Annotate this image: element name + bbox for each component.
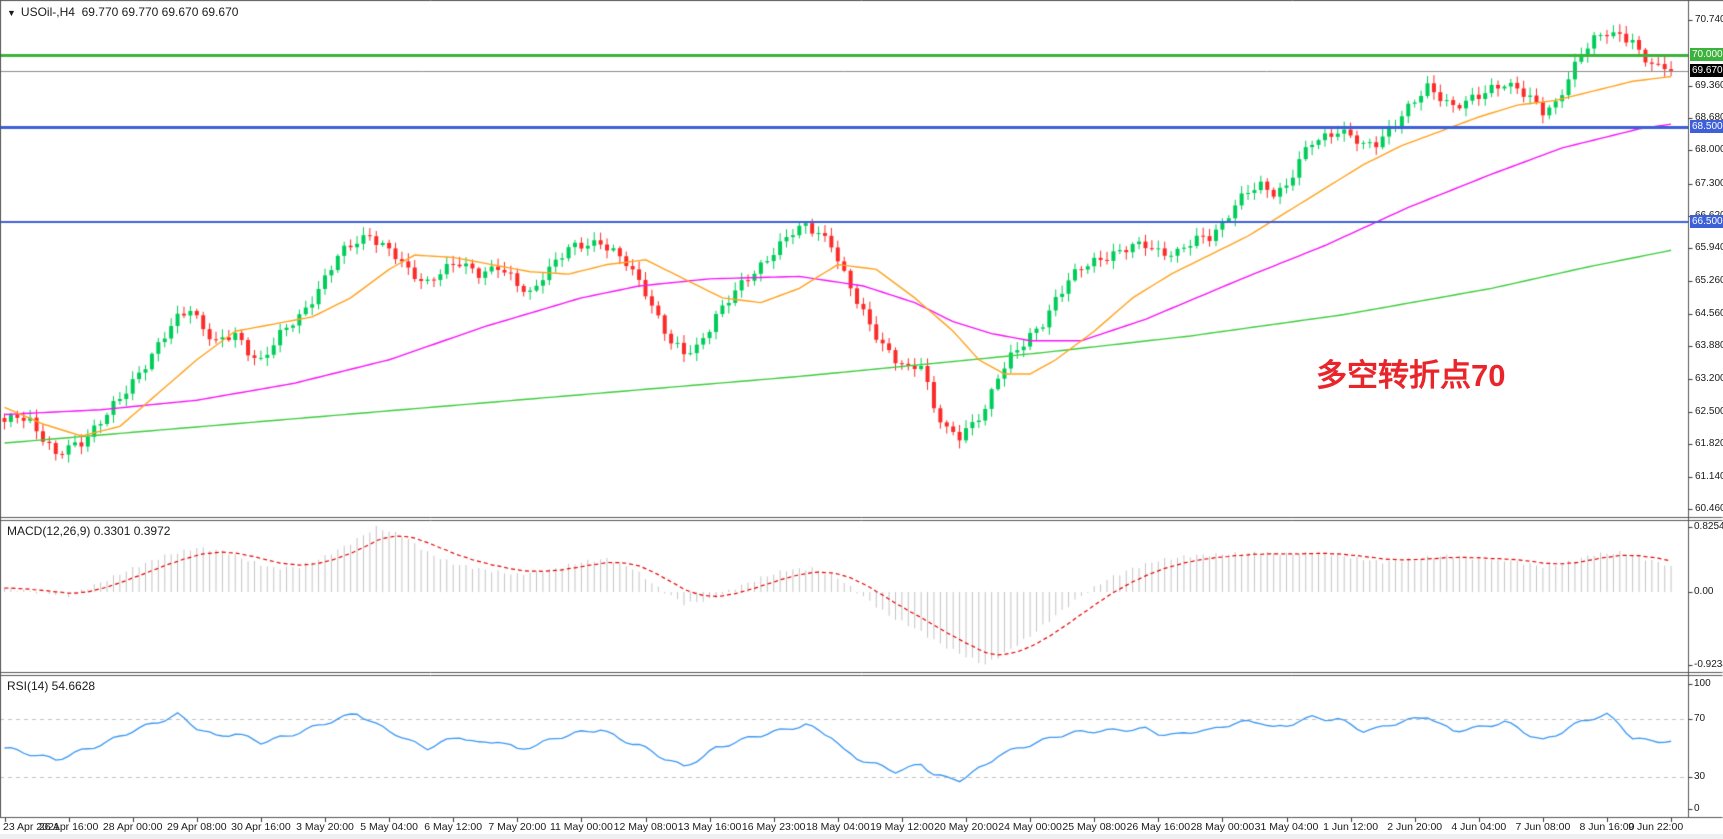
time-axis-label: 3 May 20:00 <box>296 821 354 833</box>
time-axis-label: 25 May 08:00 <box>1062 821 1127 833</box>
price-axis-tick-label: 62.500 <box>1695 406 1723 418</box>
window-bottom-edge <box>0 834 1723 839</box>
time-axis-label: 18 May 04:00 <box>805 821 870 833</box>
time-axis-label: 26 May 16:00 <box>1126 821 1191 833</box>
price-axis-tick-label: 64.560 <box>1695 308 1723 320</box>
price-axis-tick-label: 70.740 <box>1695 13 1723 25</box>
rsi-axis-tick-label: 100 <box>1694 678 1711 689</box>
rsi-axis-tick-label: 70 <box>1694 713 1706 724</box>
time-axis-label: 30 Apr 16:00 <box>231 821 291 833</box>
price-badge-66.500: 66.500 <box>1690 214 1723 228</box>
time-axis-label: 19 May 12:00 <box>870 821 934 833</box>
price-axis-tick-label: 60.460 <box>1695 503 1723 515</box>
time-axis-label: 28 May 00:00 <box>1190 821 1255 833</box>
time-axis-label: 29 Apr 08:00 <box>167 821 227 833</box>
ohlc-quote-label: 69.770 69.770 69.670 69.670 <box>81 5 239 19</box>
symbol-timeframe-label: USOil-,H4 <box>20 5 75 19</box>
macd-axis-tick-label: 0.00 <box>1694 586 1714 597</box>
price-axis-tick-label: 63.200 <box>1695 372 1723 384</box>
price-axis-tick-label: 65.940 <box>1695 242 1723 254</box>
time-axis-label: 20 May 20:00 <box>934 821 998 833</box>
time-axis-label: 7 Jun 08:00 <box>1515 821 1571 833</box>
price-axis-tick-label: 67.300 <box>1695 177 1723 189</box>
rsi-axis-tick-label: 0 <box>1694 803 1700 814</box>
time-axis-label: 12 May 08:00 <box>613 821 678 833</box>
time-axis-label: 23 Apr 2021 <box>3 821 60 833</box>
price-axis-tick-label: 61.820 <box>1695 438 1723 450</box>
macd-axis-tick-label: -0.9234 <box>1694 658 1723 670</box>
price-axis-tick-label: 65.260 <box>1695 274 1723 286</box>
price-axis-tick-label: 69.360 <box>1695 79 1723 91</box>
time-axis-label: 4 Jun 04:00 <box>1451 821 1507 833</box>
time-axis-label: 6 May 12:00 <box>424 821 483 833</box>
time-axis-label: 16 May 23:00 <box>741 821 806 833</box>
time-axis-label: 28 Apr 00:00 <box>102 821 163 833</box>
price-axis-tick-label: 61.140 <box>1695 470 1723 482</box>
time-axis-label: 24 May 00:00 <box>998 821 1062 833</box>
chart-title-bar: ▼ USOil-,H4 69.770 69.770 69.670 69.670 <box>7 5 238 19</box>
macd-indicator-label: MACD(12,26,9) 0.3301 0.3972 <box>7 524 171 538</box>
time-axis-label: 26 Apr 16:00 <box>38 821 99 833</box>
rsi-axis-tick-label: 30 <box>1694 771 1706 782</box>
rsi-indicator-label: RSI(14) 54.6628 <box>7 679 96 693</box>
price-axis-tick-label: 63.880 <box>1695 340 1723 352</box>
price-badge-69.670: 69.670 <box>1690 63 1723 77</box>
time-axis-label: 5 May 04:00 <box>360 821 418 833</box>
time-axis-label: 9 Jun 22:00 <box>1628 821 1684 833</box>
price-badge-68.500: 68.500 <box>1690 119 1723 133</box>
time-axis-label: 8 Jun 16:00 <box>1579 821 1635 833</box>
price-axis-tick-label: 68.000 <box>1695 144 1723 156</box>
time-axis-label: 13 May 16:00 <box>677 821 742 833</box>
time-axis-label: 11 May 00:00 <box>549 821 613 833</box>
price-badge-70.000: 70.000 <box>1690 48 1723 62</box>
time-axis-label: 2 Jun 20:00 <box>1387 821 1443 833</box>
time-axis-label: 31 May 04:00 <box>1254 821 1319 833</box>
time-axis-label: 1 Jun 12:00 <box>1323 821 1379 833</box>
macd-axis-tick-label: 0.8254 <box>1694 520 1723 532</box>
price-axis-tick-label: 68.680 <box>1695 111 1723 123</box>
chart-text-annotation: 多空转折点70 <box>1316 358 1506 393</box>
time-axis-label: 7 May 20:00 <box>488 821 547 833</box>
symbol-dropdown-icon[interactable]: ▼ <box>7 8 16 18</box>
